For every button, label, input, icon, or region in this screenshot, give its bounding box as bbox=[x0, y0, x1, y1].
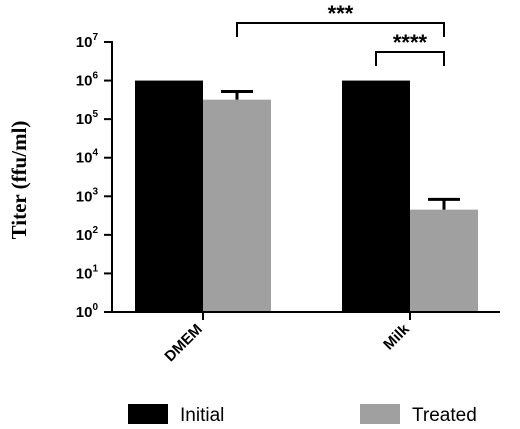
y-tick-base: 10 bbox=[76, 111, 93, 128]
y-tick-label: 103 bbox=[76, 186, 99, 205]
y-tick-label: 105 bbox=[76, 109, 99, 128]
y-tick-exponent: 1 bbox=[92, 263, 98, 274]
y-tick-label: 100 bbox=[76, 302, 99, 321]
y-tick-exponent: 2 bbox=[92, 225, 98, 236]
significance-label: *** bbox=[328, 1, 354, 26]
legend-label-treated: Treated bbox=[412, 405, 477, 426]
bar-dmem-treated bbox=[203, 99, 271, 312]
legend-swatch-treated bbox=[360, 404, 400, 424]
y-tick-exponent: 7 bbox=[92, 32, 98, 43]
significance-brackets: ******* bbox=[236, 1, 445, 66]
legend-swatch-initial bbox=[128, 404, 168, 424]
y-tick-label: 107 bbox=[76, 32, 99, 51]
legend: Initial Treated bbox=[128, 404, 477, 426]
y-tick-label: 104 bbox=[76, 148, 99, 167]
y-tick-base: 10 bbox=[76, 265, 93, 282]
bar-milk-initial bbox=[342, 80, 410, 312]
bar-milk-treated bbox=[410, 209, 478, 312]
y-tick-label: 106 bbox=[76, 71, 99, 90]
y-tick-label: 101 bbox=[76, 263, 99, 282]
x-axis: DMEM Milk bbox=[111, 311, 500, 365]
y-tick-base: 10 bbox=[76, 188, 93, 205]
y-tick-exponent: 4 bbox=[92, 148, 98, 159]
y-tick-base: 10 bbox=[76, 150, 93, 167]
significance-label: **** bbox=[393, 30, 428, 55]
y-tick-exponent: 6 bbox=[92, 71, 98, 82]
y-tick-base: 10 bbox=[76, 227, 93, 244]
y-tick-base: 10 bbox=[76, 34, 93, 51]
y-tick-exponent: 3 bbox=[92, 186, 98, 197]
y-tick-exponent: 5 bbox=[92, 109, 98, 120]
x-category-label: Milk bbox=[380, 320, 413, 353]
y-tick-base: 10 bbox=[76, 304, 93, 321]
legend-label-initial: Initial bbox=[180, 405, 224, 426]
bars bbox=[135, 80, 478, 312]
y-tick-base: 10 bbox=[76, 73, 93, 90]
y-tick-exponent: 0 bbox=[92, 302, 98, 313]
y-tick-label: 102 bbox=[76, 225, 99, 244]
significance-bracket bbox=[375, 51, 445, 66]
y-axis-label: Titer (ffu/ml) bbox=[7, 121, 31, 240]
bar-dmem-initial bbox=[135, 80, 203, 312]
x-category-label: DMEM bbox=[161, 321, 205, 365]
significance-bracket bbox=[236, 22, 445, 37]
